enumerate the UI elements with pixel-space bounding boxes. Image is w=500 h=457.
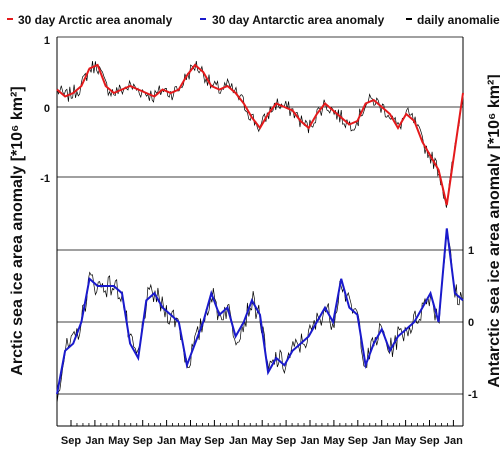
y-right-tick-label: 1	[468, 245, 474, 257]
x-tick-label: May	[323, 435, 345, 447]
x-tick-label: May	[395, 435, 417, 447]
y-left-tick-label: 0	[44, 103, 50, 115]
x-tick-label: May	[108, 435, 130, 447]
y-right-tick-label: 0	[468, 317, 474, 329]
grid-lines	[57, 36, 463, 395]
y-left-axis-label: Arctic sea ice area anomaly [*10⁶ km²]	[9, 86, 26, 375]
x-tick-label: May	[251, 435, 273, 447]
x-tick-label: Jan	[85, 435, 104, 447]
x-tick-label: Sep	[276, 435, 296, 447]
plot-area	[56, 36, 464, 427]
legend-label-daily: daily anomalies	[417, 13, 500, 27]
x-tick-label: Jan	[301, 435, 320, 447]
arctic-30day-line	[56, 63, 464, 206]
x-tick-label: May	[180, 435, 202, 447]
x-tick-label: Sep	[61, 435, 81, 447]
legend-label-arctic: 30 day Arctic area anomaly	[18, 13, 173, 27]
x-tick-label: Sep	[419, 435, 439, 447]
legend: 30 day Arctic area anomaly 30 day Antarc…	[7, 13, 500, 27]
y-left-ticks: 1 0 -1	[40, 35, 50, 185]
x-tick-label: Jan	[444, 435, 463, 447]
x-ticks: Sep Jan May Sep Jan May Sep Jan May Sep Jan May Sep J…	[61, 420, 463, 447]
y-left-tick-label: -1	[40, 173, 50, 185]
y-right-ticks: 1 0 -1	[468, 245, 478, 401]
daily-anomaly-lines	[56, 60, 463, 404]
y-left-tick-label: 1	[44, 35, 50, 47]
x-tick-label: Jan	[372, 435, 391, 447]
y-right-axis-label: Antarctic sea ice area anomaly [*10⁶ km²…	[486, 74, 500, 387]
y-right-tick-label: -1	[468, 389, 478, 401]
x-tick-label: Sep	[204, 435, 224, 447]
x-tick-label: Jan	[157, 435, 176, 447]
series-lines	[56, 63, 464, 395]
daily-anomaly-line	[56, 60, 463, 208]
daily-anomaly-line	[56, 235, 463, 404]
legend-label-antarctic: 30 day Antarctic area anomaly	[212, 13, 385, 27]
antarctic-30day-line	[56, 228, 464, 395]
x-tick-label: Sep	[348, 435, 368, 447]
x-tick-label: Jan	[229, 435, 248, 447]
x-tick-label: Sep	[133, 435, 153, 447]
